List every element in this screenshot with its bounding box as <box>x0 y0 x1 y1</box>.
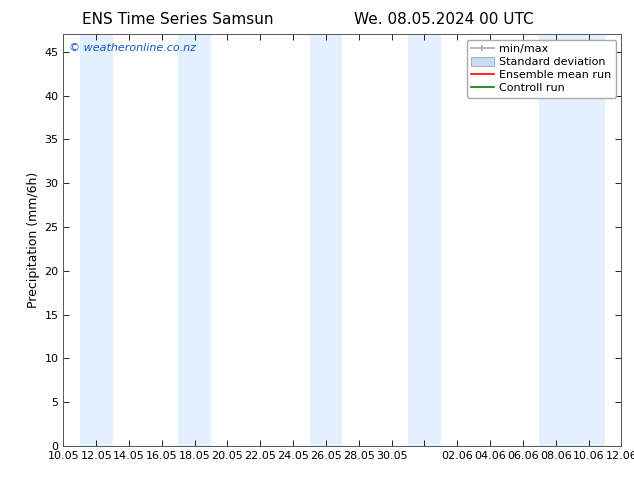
Text: © weatheronline.co.nz: © weatheronline.co.nz <box>69 43 196 52</box>
Bar <box>178 34 211 446</box>
Bar <box>408 34 441 446</box>
Text: We. 08.05.2024 00 UTC: We. 08.05.2024 00 UTC <box>354 12 534 27</box>
Y-axis label: Precipitation (mm/6h): Precipitation (mm/6h) <box>27 172 40 308</box>
Bar <box>540 34 572 446</box>
Text: ENS Time Series Samsun: ENS Time Series Samsun <box>82 12 273 27</box>
Bar <box>309 34 342 446</box>
Legend: min/max, Standard deviation, Ensemble mean run, Controll run: min/max, Standard deviation, Ensemble me… <box>467 40 616 98</box>
Bar <box>572 34 605 446</box>
Bar <box>80 34 113 446</box>
